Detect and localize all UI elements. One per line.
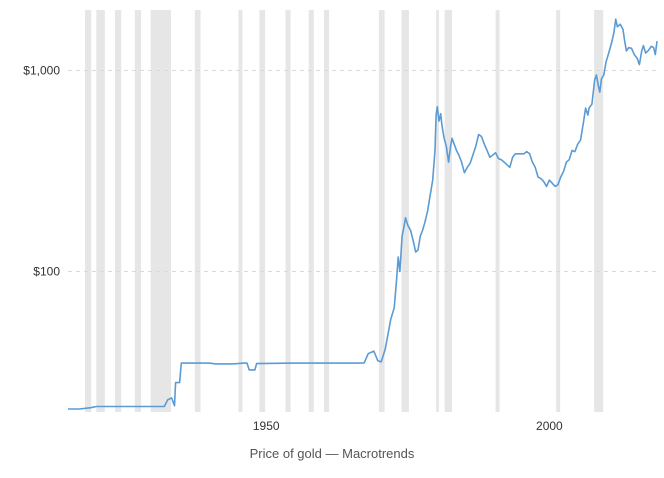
shaded-band xyxy=(285,10,291,412)
shaded-band xyxy=(378,10,385,412)
shaded-band xyxy=(96,10,105,412)
shaded-periods xyxy=(84,10,604,412)
shaded-band xyxy=(134,10,142,412)
x-tick-label: 1950 xyxy=(253,419,280,433)
shaded-band xyxy=(594,10,604,412)
shaded-band xyxy=(436,10,439,412)
x-axis: 1950 2000 xyxy=(253,419,563,433)
shaded-band xyxy=(495,10,500,412)
shaded-band xyxy=(259,10,266,412)
y-tick-label: $100 xyxy=(33,265,60,279)
chart-caption: Price of gold — Macrotrends xyxy=(249,446,415,461)
shaded-band xyxy=(401,10,409,412)
shaded-band xyxy=(115,10,122,412)
shaded-band xyxy=(444,10,452,412)
y-tick-label: $1,000 xyxy=(23,64,60,78)
shaded-band xyxy=(194,10,201,412)
shaded-band xyxy=(308,10,314,412)
x-tick-label: 2000 xyxy=(536,419,563,433)
shaded-band xyxy=(238,10,243,412)
y-axis: $100 $1,000 xyxy=(23,64,60,279)
shaded-band xyxy=(323,10,330,412)
shaded-band xyxy=(556,10,561,412)
grid-lines xyxy=(68,70,657,273)
shaded-band xyxy=(84,10,92,412)
shaded-band xyxy=(150,10,172,412)
series-line xyxy=(68,18,658,410)
